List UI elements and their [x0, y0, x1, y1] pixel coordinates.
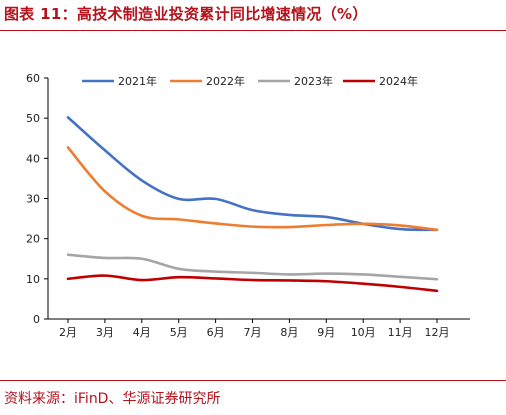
x-tick-label: 11月	[388, 326, 413, 339]
source-note: 资料来源：iFinD、华源证券研究所	[4, 391, 221, 407]
y-tick-label: 0	[33, 313, 40, 326]
y-tick-label: 30	[26, 193, 40, 206]
y-tick-label: 20	[26, 233, 40, 246]
x-tick-label: 12月	[425, 326, 450, 339]
legend-label: 2024年	[379, 74, 418, 88]
x-tick-label: 4月	[133, 326, 151, 339]
chart-series	[66, 116, 439, 293]
x-tick-label: 9月	[317, 326, 335, 339]
x-tick-label: 8月	[280, 326, 298, 339]
series-line-2023年	[66, 253, 439, 281]
y-tick-label: 60	[26, 72, 40, 85]
x-tick-label: 10月	[351, 326, 376, 339]
x-tick-label: 3月	[96, 326, 114, 339]
title-divider	[0, 30, 506, 31]
x-tick-label: 5月	[170, 326, 188, 339]
y-tick-label: 10	[26, 273, 40, 286]
x-tick-label: 7月	[244, 326, 262, 339]
series-line-2021年	[66, 116, 439, 232]
x-tick-label: 2月	[59, 326, 77, 339]
source-divider	[0, 380, 506, 381]
legend-label: 2022年	[206, 74, 245, 88]
series-line-2022年	[66, 146, 439, 232]
legend-label: 2021年	[118, 74, 157, 88]
y-tick-label: 50	[26, 112, 40, 125]
chart-legend: 2021年 2022年 2023年 2024年	[82, 74, 418, 88]
series-line-2024年	[66, 274, 439, 293]
chart-title: 图表 11：高技术制造业投资累计同比增速情况（%）	[4, 5, 368, 23]
x-tick-label: 6月	[207, 326, 225, 339]
line-chart: 0 10 20 30 40 50 60 2月 3月 4月 5月 6月 7月 8月 9月 10月 11月 12月 2…	[26, 72, 470, 339]
y-tick-label: 40	[26, 152, 40, 165]
chart-axes: 0 10 20 30 40 50 60 2月 3月 4月 5月 6月 7月 8月 9月 10月 11月 12月	[26, 72, 470, 339]
legend-label: 2023年	[294, 74, 333, 88]
